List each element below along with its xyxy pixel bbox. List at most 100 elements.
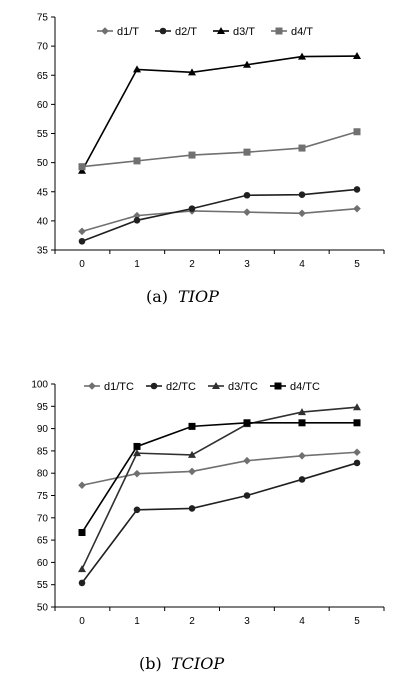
series-line-3 <box>81 55 358 172</box>
legend-marker-3 <box>217 27 225 34</box>
x-tick-label: 3 <box>244 616 250 627</box>
series-4-point <box>353 419 361 427</box>
y-tick-label: 70 <box>37 42 49 53</box>
legend-label-3: d3/TC <box>228 381 258 393</box>
series-line-2 <box>81 462 358 584</box>
x-tick-label: 2 <box>189 259 195 270</box>
legend-marker-2 <box>159 27 167 35</box>
y-tick-label: 70 <box>37 513 49 524</box>
series-1-point <box>133 211 141 220</box>
legend-label-4: d4/T <box>291 26 313 38</box>
x-tick-label: 2 <box>189 616 195 627</box>
series-1-point <box>353 448 361 457</box>
series-3-point <box>133 65 141 73</box>
series-4-point <box>188 422 196 430</box>
series-3-point <box>133 449 141 457</box>
series-4-point <box>298 419 306 427</box>
series-1-point <box>243 208 251 216</box>
series-line-3 <box>81 406 358 570</box>
series-3-point <box>353 403 361 411</box>
series-3-point <box>78 166 86 174</box>
series-3-point <box>353 52 361 60</box>
series-4-point <box>243 419 251 427</box>
series-1-point <box>298 452 306 460</box>
series-4-point <box>298 144 306 152</box>
series-2-point <box>353 459 361 467</box>
series-line-1 <box>81 207 358 233</box>
y-tick-label: 55 <box>37 580 49 591</box>
caption-b-label: (b) <box>139 654 162 673</box>
x-tick-label: 4 <box>299 616 305 627</box>
y-tick-label: 90 <box>37 424 49 435</box>
legend-marker-4 <box>275 27 283 35</box>
series-3-point <box>78 565 86 573</box>
series-4-point <box>133 442 141 450</box>
legend-label-3: d3/T <box>233 26 255 38</box>
series-2-point <box>188 505 196 512</box>
y-tick-label: 75 <box>37 491 49 502</box>
x-tick-label: 5 <box>354 616 360 627</box>
series-1-point <box>78 481 86 490</box>
series-2-point <box>298 191 306 198</box>
caption-a-label: (a) <box>146 287 168 306</box>
y-tick-label: 35 <box>37 246 49 257</box>
y-tick-label: 60 <box>37 558 49 569</box>
y-tick-label: 50 <box>37 603 49 614</box>
series-1-point <box>188 467 196 476</box>
series-2-point <box>188 205 196 212</box>
y-tick-label: 55 <box>37 129 49 140</box>
series-4-point <box>353 128 361 136</box>
x-tick-label: 0 <box>79 616 85 627</box>
series-2-point <box>133 216 141 224</box>
series-2-point <box>298 476 306 483</box>
legend-marker-1 <box>88 382 96 390</box>
series-4-point <box>78 163 86 171</box>
y-tick-label: 45 <box>37 187 49 198</box>
y-tick-label: 80 <box>37 469 49 480</box>
legend-marker-3 <box>212 382 220 389</box>
series-3-point <box>188 450 196 458</box>
x-tick-label: 1 <box>134 616 140 627</box>
y-tick-label: 65 <box>37 536 49 547</box>
legend-label-2: d2/T <box>175 26 197 38</box>
series-3-point <box>298 408 306 416</box>
caption-a-name: TIOP <box>178 287 219 306</box>
y-tick-label: 60 <box>37 100 49 111</box>
series-1-point <box>298 209 306 218</box>
legend-label-4: d4/TC <box>290 381 320 393</box>
x-tick-label: 5 <box>354 259 360 270</box>
legend-label-1: d1/T <box>117 26 139 38</box>
x-tick-label: 4 <box>299 259 305 270</box>
legend-marker-2 <box>150 382 158 390</box>
y-tick-label: 40 <box>37 216 49 227</box>
series-2-point <box>353 186 361 193</box>
series-4-point <box>133 157 141 165</box>
series-line-2 <box>81 188 358 243</box>
series-4-point <box>78 529 86 537</box>
series-line-1 <box>81 451 358 487</box>
series-2-point <box>78 579 86 587</box>
series-1-point <box>243 456 251 465</box>
x-tick-label: 0 <box>79 259 85 270</box>
y-tick-label: 75 <box>37 13 49 24</box>
series-2-point <box>243 191 251 199</box>
series-1-point <box>78 227 86 236</box>
y-tick-label: 100 <box>31 380 48 391</box>
chart-tciop: 50 55 60 65 70 75 80 85 90 95 100 0 1 2 3 4 5 d1/TC d2/TC d… <box>31 380 385 627</box>
y-tick-label: 50 <box>37 158 49 169</box>
legend-label-2: d2/TC <box>166 381 196 393</box>
x-tick-label: 3 <box>244 259 250 270</box>
x-tick-label: 1 <box>134 259 140 270</box>
series-2-point <box>78 237 86 245</box>
series-3-point <box>188 68 196 76</box>
legend-marker-1 <box>101 27 109 35</box>
y-tick-label: 95 <box>37 402 49 413</box>
legend-label-1: d1/TC <box>104 381 134 393</box>
series-2-point <box>133 506 141 514</box>
series-line-4 <box>81 130 358 168</box>
series-line-4 <box>81 422 357 533</box>
y-tick-label: 85 <box>37 446 49 457</box>
series-3-point <box>298 52 306 60</box>
series-4-point <box>243 148 251 156</box>
